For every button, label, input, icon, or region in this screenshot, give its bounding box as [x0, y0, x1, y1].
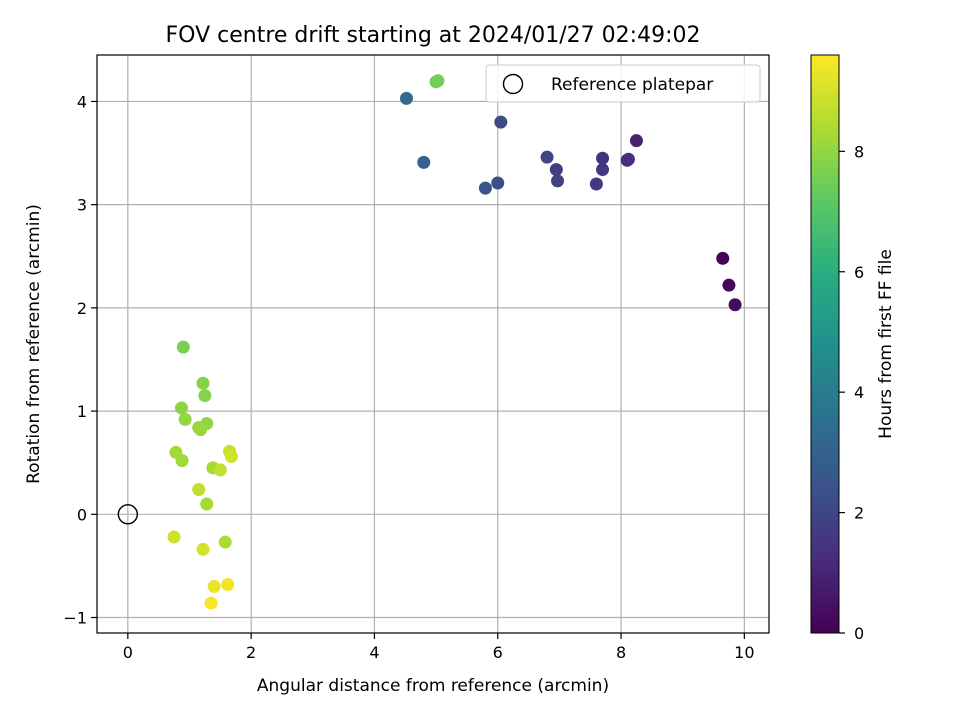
reference-marker-layer — [117, 504, 139, 525]
legend-box — [485, 64, 761, 103]
data-point — [549, 163, 563, 177]
data-point — [494, 115, 508, 129]
data-point — [167, 530, 181, 544]
colorbar: 0 2 4 6 8 Hours from first FF file — [810, 54, 896, 643]
legend-marker-icon — [502, 73, 524, 95]
grid-lines — [97, 55, 769, 633]
x-tick-label: 2 — [246, 643, 256, 662]
data-point — [596, 163, 610, 177]
data-point — [417, 155, 431, 169]
x-tick-label: 6 — [493, 643, 503, 662]
data-point — [491, 176, 505, 190]
data-point — [540, 150, 554, 164]
colorbar-tick-label: 2 — [854, 504, 864, 523]
data-point — [621, 152, 635, 166]
data-point — [629, 134, 643, 148]
data-point — [399, 91, 413, 105]
data-point — [198, 389, 212, 403]
data-point — [178, 412, 192, 426]
data-point — [204, 596, 218, 610]
data-point — [174, 401, 188, 415]
colorbar-ticks: 0 2 4 6 8 — [839, 142, 864, 643]
x-axis-ticks: 0 2 4 6 8 10 — [123, 633, 755, 662]
colorbar-tick-label: 0 — [854, 624, 864, 643]
colorbar-tick-label: 8 — [854, 142, 864, 161]
chart-title: FOV centre drift starting at 2024/01/27 … — [166, 23, 701, 48]
data-point — [194, 423, 208, 437]
y-tick-label: −1 — [63, 609, 87, 628]
data-point — [722, 278, 736, 292]
y-tick-label: 1 — [77, 402, 87, 421]
data-point — [175, 454, 189, 468]
data-points — [167, 74, 742, 610]
data-point — [200, 497, 214, 511]
data-point — [589, 177, 603, 191]
y-tick-label: 0 — [77, 505, 87, 524]
plot-frame — [96, 54, 770, 634]
x-tick-label: 8 — [616, 643, 626, 662]
legend-entry-reference-platepar: Reference platepar — [551, 75, 713, 95]
reference-platepar-marker — [117, 504, 139, 525]
data-point — [478, 181, 492, 195]
data-point — [716, 251, 730, 265]
x-axis-label: Angular distance from reference (arcmin) — [257, 676, 609, 696]
legend: Reference platepar — [485, 64, 761, 103]
x-tick-label: 0 — [123, 643, 133, 662]
data-point — [224, 450, 238, 464]
data-point — [221, 577, 235, 591]
data-point — [176, 340, 190, 354]
data-point — [218, 535, 232, 549]
colorbar-tick-label: 6 — [854, 263, 864, 282]
data-point — [596, 151, 610, 165]
colorbar-tick-label: 4 — [854, 383, 864, 402]
y-axis-label: Rotation from reference (arcmin) — [24, 204, 44, 484]
data-point — [551, 174, 565, 188]
data-point — [728, 298, 742, 312]
y-tick-label: 4 — [77, 92, 87, 111]
y-axis-ticks: −1 0 1 2 3 4 — [63, 92, 97, 628]
x-tick-label: 4 — [369, 643, 379, 662]
colorbar-gradient — [810, 54, 840, 634]
data-point — [192, 483, 206, 497]
colorbar-label: Hours from first FF file — [876, 249, 896, 439]
data-point — [196, 376, 210, 390]
x-tick-label: 10 — [734, 643, 754, 662]
y-tick-label: 2 — [77, 299, 87, 318]
y-tick-label: 3 — [77, 196, 87, 215]
data-point — [196, 542, 210, 556]
data-point — [213, 463, 227, 477]
data-point — [431, 74, 445, 88]
data-point — [207, 580, 221, 594]
